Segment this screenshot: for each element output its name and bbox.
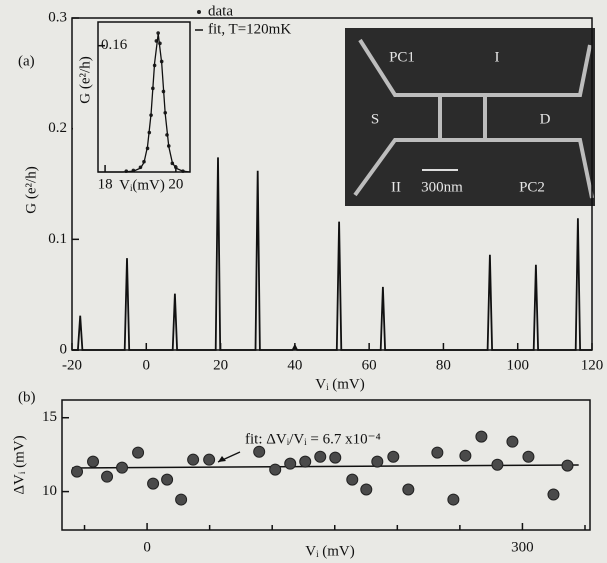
data-point bbox=[561, 459, 574, 472]
image-label: 300nm bbox=[421, 179, 463, 195]
x-tick-label: 0 bbox=[143, 539, 151, 555]
data-point bbox=[101, 470, 114, 483]
x-axis-label: Vᵢ (mV) bbox=[305, 543, 355, 559]
data-point bbox=[346, 473, 359, 486]
x-axis-label: Vᵢ (mV) bbox=[315, 376, 365, 392]
data-point bbox=[547, 488, 560, 501]
x-tick-label: 100 bbox=[506, 357, 529, 373]
y-axis-label: G (e²/h) bbox=[23, 166, 39, 213]
data-point bbox=[284, 457, 297, 470]
x-tick-label: 18 bbox=[98, 176, 113, 192]
y-tick-label: 10 bbox=[42, 483, 57, 499]
y-tick-label: 0.2 bbox=[48, 120, 67, 136]
image-label: II bbox=[391, 179, 401, 195]
legend-label: fit, T=120mK bbox=[208, 21, 291, 37]
x-tick-label: 60 bbox=[362, 357, 377, 373]
plot-frame bbox=[97, 21, 191, 173]
data-point bbox=[314, 450, 327, 463]
data-point bbox=[402, 483, 415, 496]
data-point bbox=[360, 483, 373, 496]
data-point bbox=[203, 453, 216, 466]
y-tick-label: 0 bbox=[60, 341, 68, 357]
y-tick-label: 0.16 bbox=[101, 37, 128, 53]
plot-frame bbox=[61, 399, 591, 531]
data-point bbox=[522, 450, 535, 463]
x-tick-label: 20 bbox=[168, 176, 183, 192]
x-tick-label: 300 bbox=[511, 539, 534, 555]
data-point bbox=[475, 430, 488, 443]
y-tick-label: 15 bbox=[42, 409, 57, 425]
x-tick-label: 120 bbox=[581, 357, 604, 373]
y-axis-label: G (e²/h) bbox=[77, 56, 93, 103]
image-label: PC2 bbox=[519, 179, 545, 195]
data-point bbox=[71, 465, 84, 478]
trace bbox=[72, 157, 592, 351]
data-point bbox=[447, 493, 460, 506]
y-tick-label: 0.1 bbox=[48, 231, 67, 247]
image-label: PC1 bbox=[389, 49, 415, 65]
x-tick-label: 0 bbox=[143, 357, 151, 373]
image-label: I bbox=[495, 49, 500, 65]
fit-line bbox=[98, 33, 191, 173]
fit-annotation: fit: ΔVᵢ/Vᵢ = 6.7 x10⁻⁴ bbox=[245, 431, 381, 447]
x-tick-label: -20 bbox=[62, 357, 82, 373]
data-point bbox=[187, 453, 200, 466]
data-point bbox=[329, 451, 342, 464]
data-point bbox=[116, 461, 129, 474]
y-axis-label: ΔVᵢ (mV) bbox=[11, 435, 27, 494]
legend-marker bbox=[197, 10, 201, 14]
x-tick-label: 40 bbox=[287, 357, 302, 373]
image-label: D bbox=[540, 111, 551, 127]
data-point bbox=[371, 455, 384, 468]
panel-label: (a) bbox=[18, 53, 35, 69]
data-point bbox=[491, 458, 504, 471]
data-point bbox=[175, 493, 188, 506]
x-axis-label: Vᵢ(mV) bbox=[119, 177, 165, 193]
data-point bbox=[156, 31, 160, 35]
data-point bbox=[431, 446, 444, 459]
image-label: S bbox=[371, 111, 379, 127]
data-point bbox=[147, 477, 160, 490]
x-tick-label: 80 bbox=[436, 357, 451, 373]
data-point bbox=[132, 446, 145, 459]
x-tick-label: 20 bbox=[213, 357, 228, 373]
annotation-arrowhead bbox=[218, 456, 226, 462]
data-point bbox=[299, 455, 312, 468]
data-point bbox=[459, 449, 472, 462]
data-point bbox=[253, 445, 266, 458]
data-point bbox=[387, 450, 400, 463]
data-point bbox=[269, 463, 282, 476]
data-point bbox=[506, 435, 519, 448]
data-point bbox=[161, 473, 174, 486]
legend-label: data bbox=[208, 3, 233, 19]
sem-image bbox=[345, 28, 595, 206]
y-tick-label: 0.3 bbox=[48, 9, 67, 25]
data-point bbox=[87, 455, 100, 468]
panel-label: (b) bbox=[18, 389, 36, 405]
